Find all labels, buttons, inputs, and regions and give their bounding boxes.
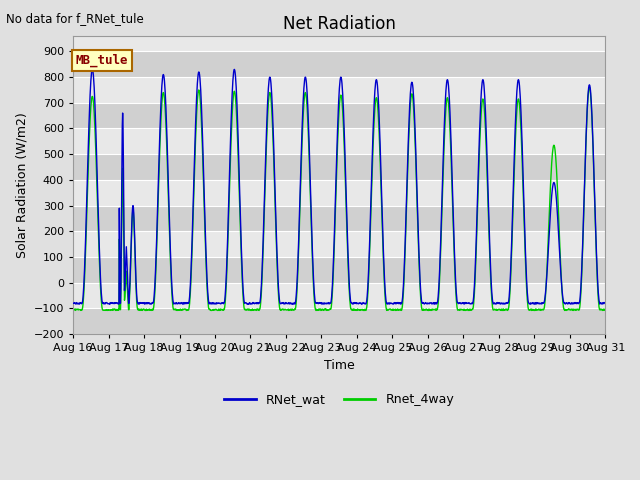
RNet_wat [492, 300, 500, 306]
Rnet_4way [539, 307, 547, 312]
Rnet_4way [492, 307, 499, 313]
Rnet_4way [586, 84, 593, 90]
Bar [73, 51, 605, 77]
Rnet_4way [69, 307, 77, 312]
Y-axis label: Solar Radiation (W/m2): Solar Radiation (W/m2) [15, 112, 28, 258]
Bar [73, 103, 605, 129]
Rnet_4way [422, 307, 429, 313]
Rnet_4way [175, 308, 182, 313]
Bar [73, 154, 605, 180]
RNet_wat [422, 300, 430, 306]
Text: No data for f_RNet_tule: No data for f_RNet_tule [6, 12, 144, 25]
Text: MB_tule: MB_tule [76, 54, 128, 67]
RNet_wat [188, 246, 196, 252]
Bar [73, 309, 605, 334]
Title: Net Radiation: Net Radiation [283, 15, 396, 33]
RNet_wat [69, 300, 77, 306]
RNet_wat [248, 301, 255, 307]
RNet_wat [291, 301, 299, 307]
Rnet_4way [188, 265, 195, 271]
Rnet_4way [424, 308, 432, 313]
Bar [73, 257, 605, 283]
Bar [73, 205, 605, 231]
X-axis label: Time: Time [324, 359, 355, 372]
Line: RNet_wat: RNet_wat [73, 70, 605, 304]
Legend: RNet_wat, Rnet_4way: RNet_wat, Rnet_4way [220, 388, 459, 411]
RNet_wat [175, 300, 182, 306]
Rnet_4way [602, 307, 609, 312]
RNet_wat [539, 300, 547, 306]
RNet_wat [602, 301, 609, 307]
Rnet_4way [247, 307, 255, 313]
Line: Rnet_4way: Rnet_4way [73, 87, 605, 311]
RNet_wat [88, 67, 96, 72]
